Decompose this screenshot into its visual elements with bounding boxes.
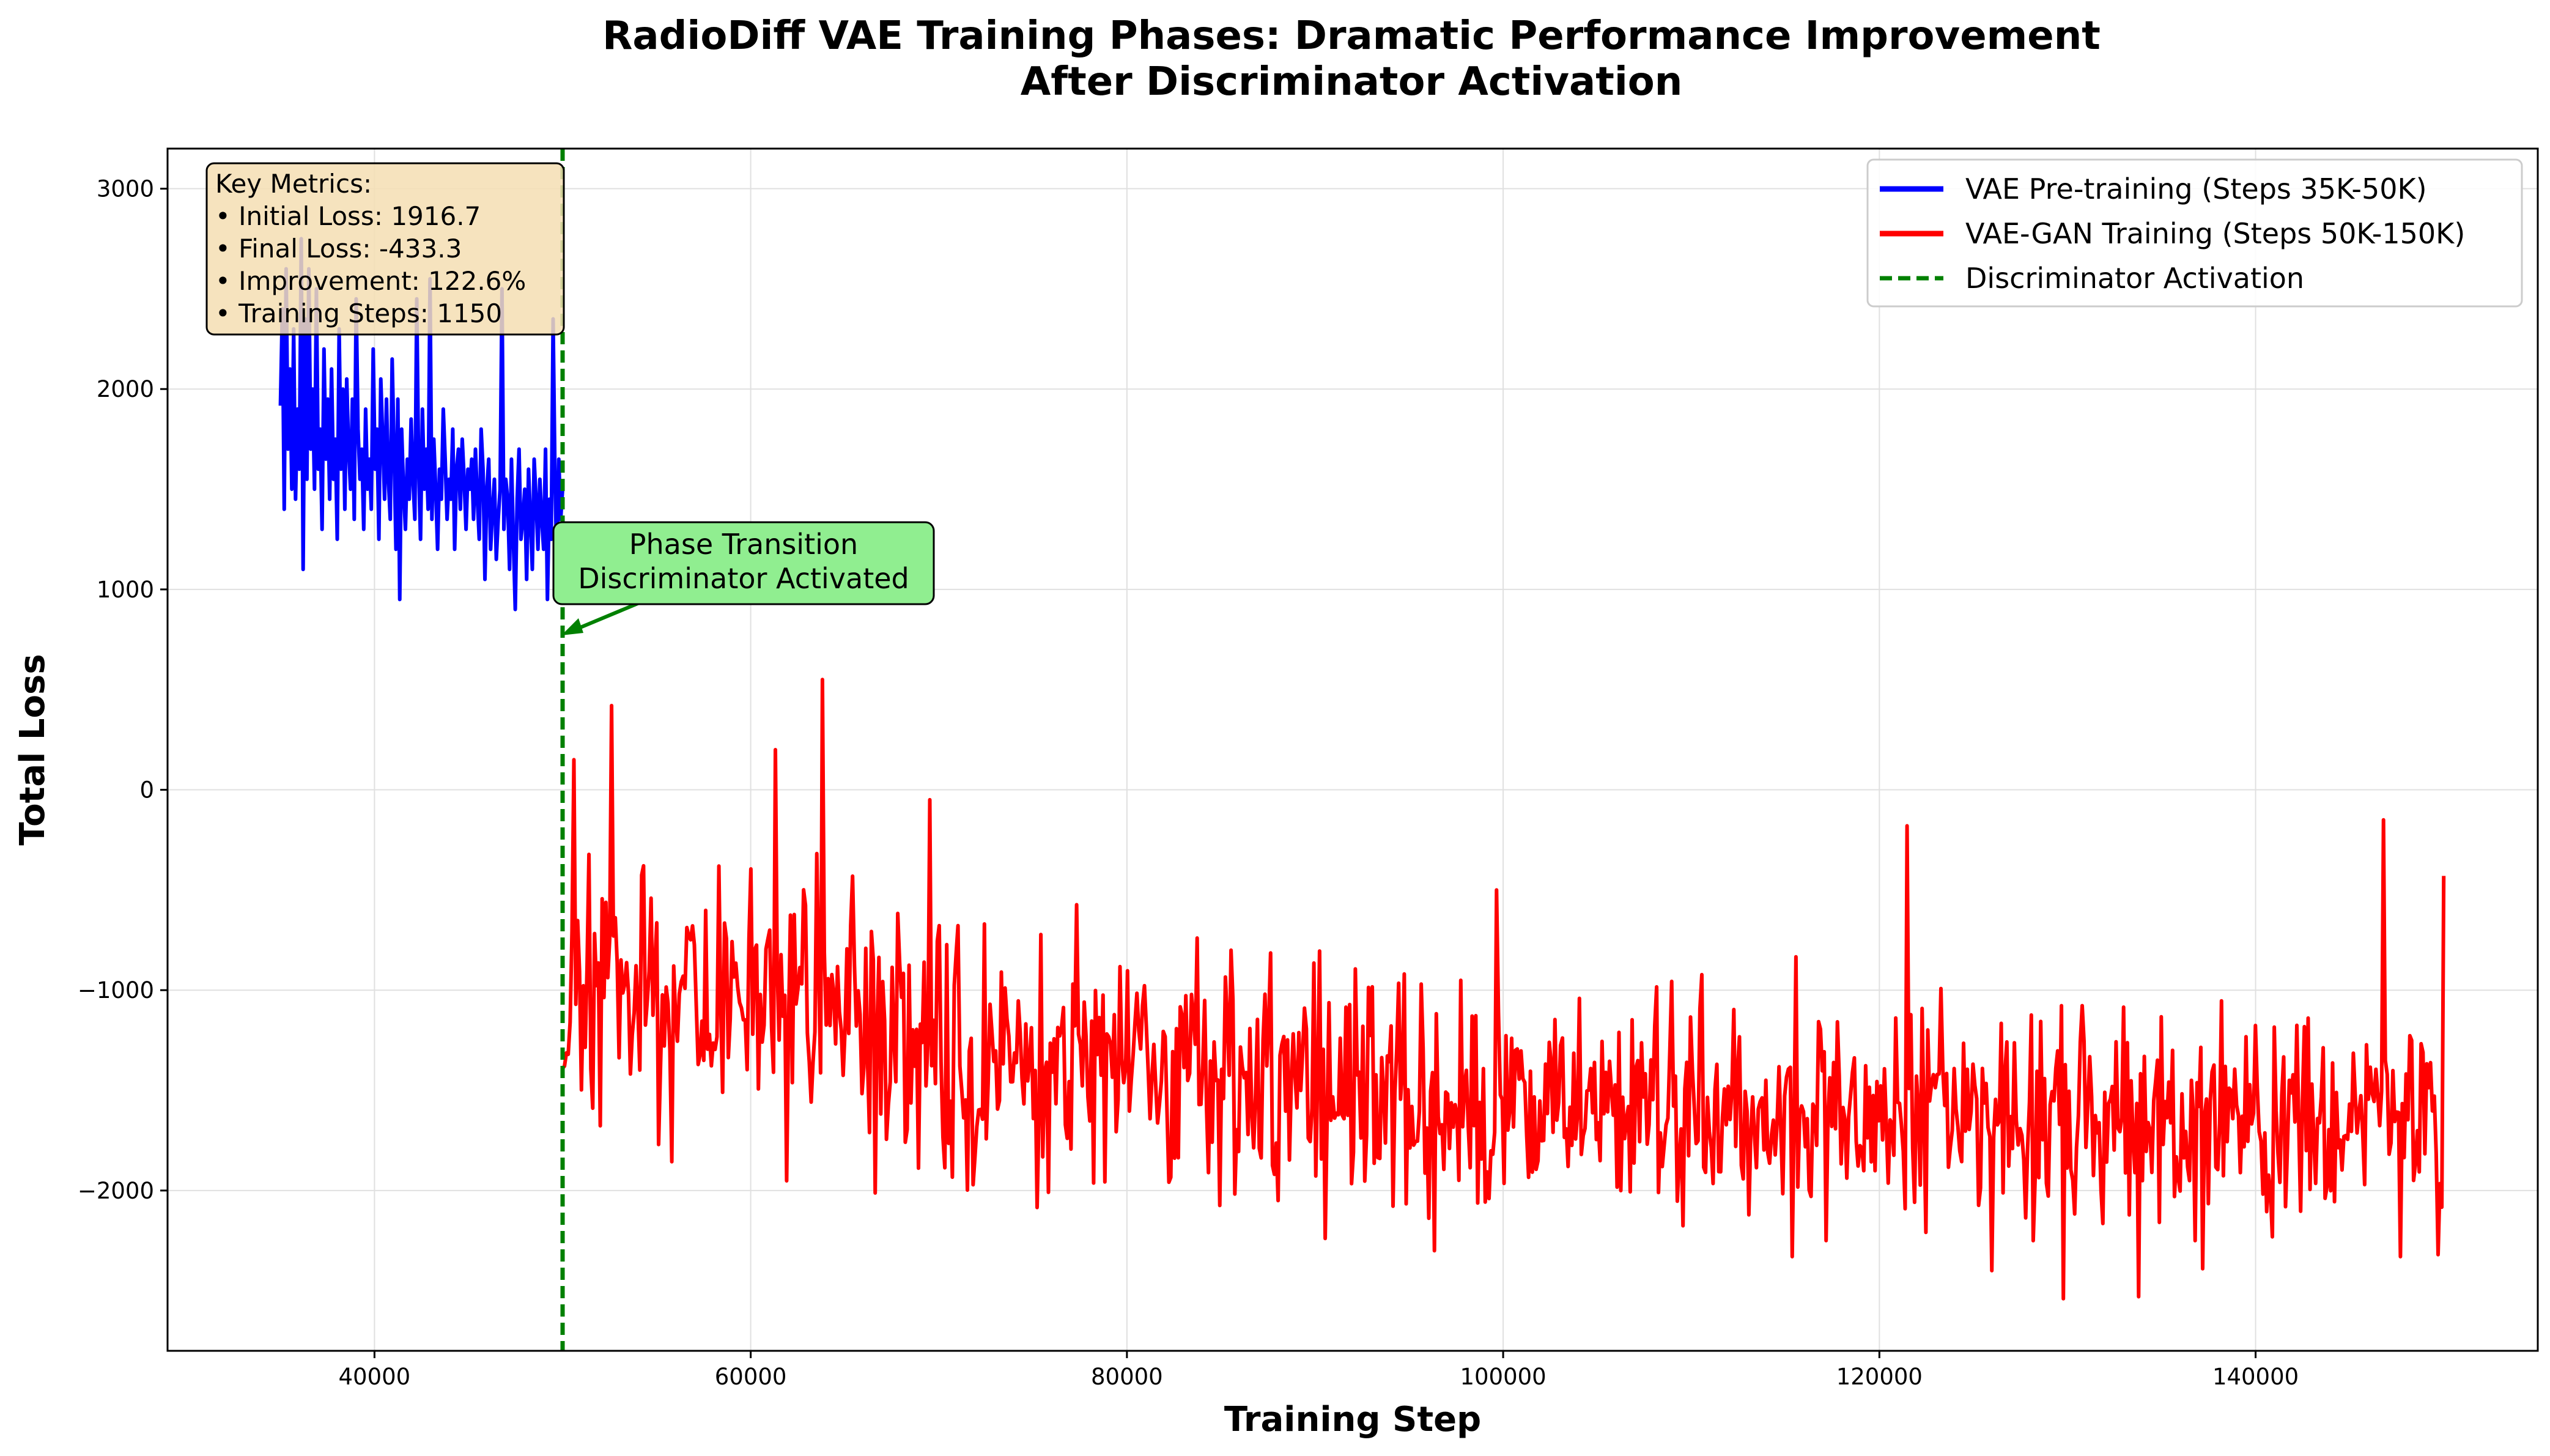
key-metrics-training-steps: • Training Steps: 1150 (215, 298, 502, 328)
y-tick-label: −1000 (78, 977, 154, 1003)
plot-frame (166, 147, 2539, 1352)
key-metrics-initial-loss: • Initial Loss: 1916.7 (215, 201, 481, 231)
key-metrics-box: Key Metrics: • Initial Loss: 1916.7 • Fi… (205, 162, 565, 336)
x-axis-label: Training Step (1224, 1400, 1481, 1439)
series-layer (278, 237, 2446, 1301)
y-tick-label: 3000 (97, 176, 154, 202)
legend-label-discriminator-activation: Discriminator Activation (1965, 262, 2304, 295)
y-axis-label: Total Loss (13, 654, 53, 845)
x-tick-label: 120000 (1836, 1364, 1923, 1390)
x-tick-label: 40000 (339, 1364, 411, 1390)
x-tick-label: 80000 (1091, 1364, 1163, 1390)
y-tick-label: −2000 (78, 1178, 154, 1204)
legend-frame (1866, 158, 2523, 308)
series-line-vae-gan (561, 678, 2446, 1301)
transition-label-line-1: Phase Transition (629, 528, 858, 561)
key-metrics-title: Key Metrics: (215, 169, 372, 199)
y-tick-label: 0 (139, 777, 154, 804)
y-tick-label: 2000 (97, 376, 154, 402)
transition-label-line-2: Discriminator Activated (578, 562, 909, 595)
x-tick-label: 100000 (1460, 1364, 1546, 1390)
series-line-vae-pretraining (278, 237, 564, 612)
chart-title-line-1: RadioDiff VAE Training Phases: Dramatic … (602, 13, 2101, 59)
legend-label-vae-pretraining: VAE Pre-training (Steps 35K-50K) (1965, 172, 2427, 205)
legend-label-vae-gan: VAE-GAN Training (Steps 50K-150K) (1965, 217, 2465, 250)
key-metrics-background (205, 162, 565, 336)
legend: VAE Pre-training (Steps 35K-50K) VAE-GAN… (1866, 158, 2523, 308)
x-tick-label: 60000 (715, 1364, 787, 1390)
chart-title-line-2: After Discriminator Activation (1021, 59, 1683, 105)
transition-arrow-head (561, 618, 583, 635)
transition-box-background (552, 521, 935, 605)
x-tick-label: 140000 (2212, 1364, 2299, 1390)
y-tick-label: 1000 (97, 577, 154, 603)
y-axis-ticks: 3000 2000 1000 0 −1000 −2000 (78, 176, 168, 1204)
key-metrics-improvement: • Improvement: 122.6% (215, 266, 526, 296)
phase-transition-annotation: Phase Transition Discriminator Activated (552, 521, 935, 635)
x-axis-ticks: 40000 60000 80000 100000 120000 140000 (339, 1351, 2299, 1390)
key-metrics-final-loss: • Final Loss: -433.3 (215, 234, 462, 264)
